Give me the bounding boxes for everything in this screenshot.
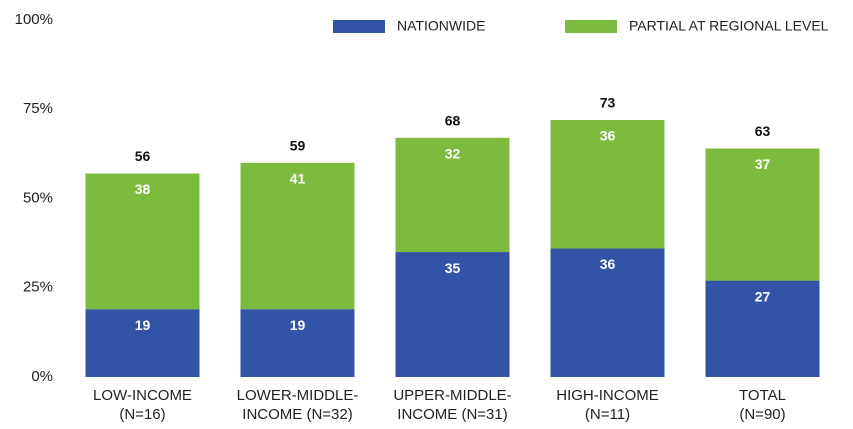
x-tick-label: (N=11) — [585, 406, 630, 423]
value-label: 19 — [135, 317, 151, 333]
bar-segment — [85, 309, 200, 377]
total-label: 68 — [445, 113, 461, 129]
bar-segment — [550, 119, 665, 249]
x-tick-label: LOWER-MIDDLE- — [237, 387, 359, 404]
y-tick-label: 25% — [23, 279, 53, 296]
x-tick-label: (N=90) — [739, 406, 785, 423]
legend-label: PARTIAL AT REGIONAL LEVEL — [629, 18, 829, 34]
value-label: 36 — [600, 256, 616, 272]
y-tick-label: 0% — [31, 368, 53, 385]
total-label: 56 — [135, 148, 151, 164]
total-label: 73 — [600, 95, 616, 111]
y-tick-label: 75% — [23, 100, 53, 117]
y-tick-label: 100% — [15, 11, 53, 28]
value-label: 36 — [600, 128, 616, 144]
bar-segment — [240, 309, 355, 377]
bar-segment — [395, 137, 510, 253]
bar-segment — [550, 248, 665, 377]
legend-swatch — [333, 20, 385, 33]
value-label: 32 — [445, 146, 461, 162]
value-label: 38 — [135, 181, 151, 197]
legend-swatch — [565, 20, 617, 33]
total-label: 59 — [290, 138, 306, 154]
x-tick-label: INCOME (N=31) — [397, 406, 507, 423]
value-label: 35 — [445, 260, 461, 276]
value-label: 37 — [755, 156, 771, 172]
total-label: 63 — [755, 123, 771, 139]
value-label: 19 — [290, 317, 306, 333]
bar-segment — [85, 173, 200, 310]
bar-segment — [395, 252, 510, 377]
x-tick-label: (N=16) — [119, 406, 165, 423]
value-label: 41 — [290, 171, 306, 187]
x-tick-label: UPPER-MIDDLE- — [393, 387, 511, 404]
legend-label: NATIONWIDE — [397, 18, 485, 34]
value-label: 27 — [755, 288, 771, 304]
x-tick-label: LOW-INCOME — [93, 387, 192, 404]
x-tick-label: TOTAL — [739, 387, 786, 404]
bar-segment — [705, 280, 820, 377]
y-tick-label: 50% — [23, 189, 53, 206]
bar-segment — [240, 162, 355, 310]
bar-segment — [705, 148, 820, 281]
x-tick-label: INCOME (N=32) — [242, 406, 352, 423]
x-tick-label: HIGH-INCOME — [556, 387, 659, 404]
